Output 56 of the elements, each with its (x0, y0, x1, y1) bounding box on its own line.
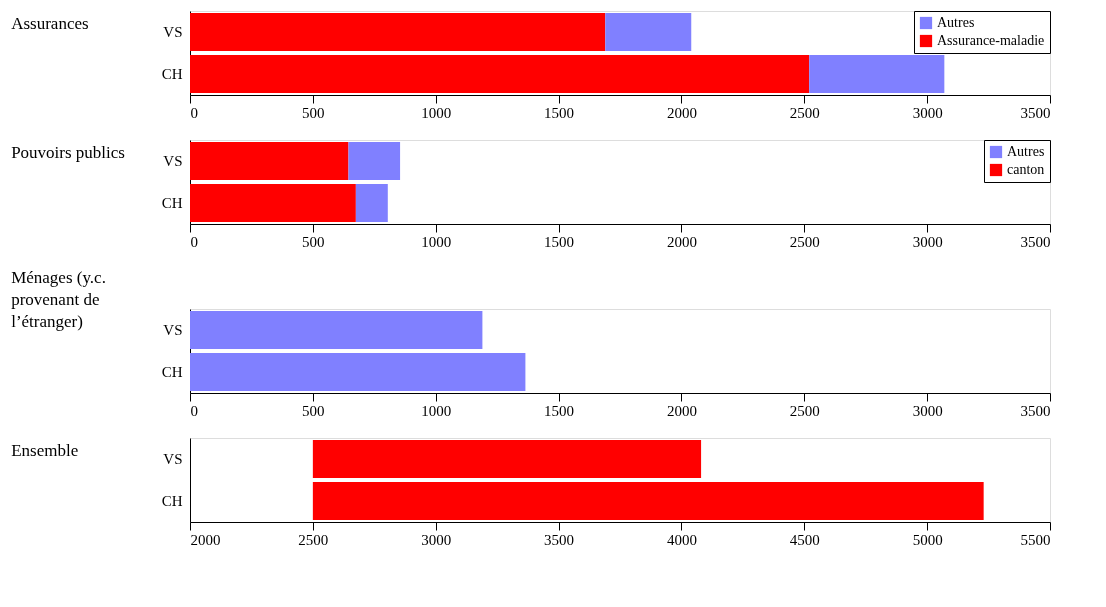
x-tick-label: 4000 (666, 531, 697, 548)
legend-label: Assurance-maladie (937, 33, 1045, 48)
x-tick-label: 4500 (789, 531, 820, 548)
y-tick-label: CH (161, 493, 183, 509)
chart-title: Ménages (y.c. provenant de l’étranger) (11, 268, 106, 331)
bar (605, 13, 692, 51)
x-tick-label: 1500 (544, 104, 575, 121)
x-tick-label: 2000 (190, 531, 221, 548)
x-tick-label: 2500 (789, 402, 820, 419)
bar (190, 55, 810, 93)
x-tick-label: 2500 (298, 531, 329, 548)
x-tick-label: 500 (302, 104, 325, 121)
bar (190, 142, 349, 180)
x-tick-label: 500 (302, 402, 325, 419)
text: Assurances (11, 13, 89, 33)
x-tick-label: 1000 (421, 233, 452, 250)
x-tick-label: 1500 (544, 233, 575, 250)
bar (809, 55, 945, 93)
bar (348, 142, 401, 180)
bar (190, 184, 356, 222)
y-tick-label: VS (163, 153, 183, 169)
x-tick-label: 1000 (421, 402, 452, 419)
x-tick-label: 3000 (912, 233, 943, 250)
x-tick-label: 3500 (1020, 402, 1051, 419)
x-tick-label: 5500 (1020, 531, 1051, 548)
x-tick-label: 2000 (666, 104, 697, 121)
x-tick-label: 1500 (544, 402, 575, 419)
y-tick-label: CH (161, 66, 183, 82)
x-tick-label: 3000 (421, 531, 452, 548)
text: Ensemble (11, 441, 79, 460)
y-tick-label: CH (161, 195, 183, 211)
x-tick-label: 3500 (1020, 104, 1051, 121)
x-tick-label: 2000 (666, 233, 697, 250)
x-tick-label: 3000 (912, 104, 943, 121)
bar (355, 184, 388, 222)
x-tick-label: 0 (190, 402, 198, 419)
x-tick-label: 0 (190, 233, 198, 250)
x-tick-label: 500 (302, 233, 325, 250)
legend-label: canton (1007, 162, 1045, 177)
x-tick-label: 2000 (666, 402, 697, 419)
legend-label: Autres (937, 15, 975, 30)
x-tick-label: 2500 (789, 233, 820, 250)
x-tick-label: 3500 (1020, 233, 1051, 250)
bar (190, 13, 606, 51)
x-tick-label: 3500 (544, 531, 575, 548)
chart-title: Pouvoirs publics (11, 142, 125, 162)
legend-label: Autres (1007, 144, 1045, 159)
x-tick-label: 2500 (789, 104, 820, 121)
x-tick-label: 3000 (912, 402, 943, 419)
x-tick-label: 0 (190, 104, 198, 121)
y-tick-label: VS (163, 451, 183, 467)
y-tick-label: VS (163, 24, 183, 40)
x-tick-label: 5000 (912, 531, 943, 548)
y-tick-label: CH (161, 364, 183, 380)
y-tick-label: VS (163, 322, 183, 338)
x-tick-label: 1000 (421, 104, 452, 121)
